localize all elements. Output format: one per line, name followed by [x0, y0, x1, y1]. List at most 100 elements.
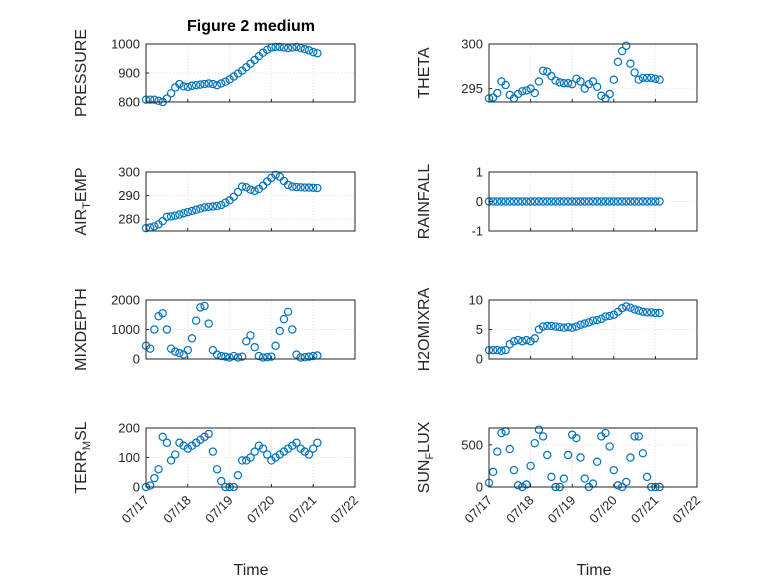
data-point [572, 197, 581, 206]
data-point [150, 325, 159, 334]
data-point [288, 182, 297, 191]
data-point [288, 441, 297, 450]
data-point [221, 198, 230, 207]
y-tick-label: 100 [118, 450, 140, 465]
data-point [196, 303, 205, 312]
data-point [304, 46, 314, 55]
data-point [150, 95, 159, 104]
data-point [166, 456, 176, 465]
data-point [534, 77, 544, 86]
data-point [559, 323, 569, 332]
data-point [242, 183, 251, 192]
data-point [204, 202, 213, 212]
data-point [505, 197, 514, 206]
data-point [258, 181, 268, 190]
data-point [254, 441, 264, 450]
data-point [191, 316, 201, 325]
data-point [538, 66, 548, 75]
data-point [200, 301, 209, 311]
data-point [509, 337, 519, 346]
data-point [162, 325, 172, 334]
y-tick-label: -1 [471, 224, 483, 239]
data-point [258, 353, 268, 362]
data-point [279, 447, 289, 456]
data-point [183, 444, 192, 453]
data-point [601, 428, 610, 438]
data-point [275, 450, 284, 459]
data-point [258, 444, 268, 453]
data-point [622, 41, 631, 50]
data-point [208, 202, 218, 211]
y-tick-label: 0 [133, 480, 140, 495]
data-point [145, 481, 155, 490]
data-point [530, 438, 539, 448]
data-point [175, 438, 184, 447]
data-point [488, 345, 498, 355]
data-point [543, 321, 552, 331]
data-point [638, 197, 648, 206]
data-point [497, 197, 506, 206]
data-point [551, 76, 560, 85]
data-point [150, 473, 159, 483]
y-tick-label: 300 [118, 165, 140, 180]
data-point [572, 322, 581, 331]
data-point [638, 449, 648, 458]
y-tick-label: 1000 [111, 37, 140, 52]
data-point [588, 77, 598, 86]
data-point [518, 87, 527, 96]
data-point [275, 172, 284, 181]
y-tick-label: 1000 [111, 322, 140, 337]
data-point [217, 79, 226, 88]
x-axis-label-right: Time [577, 562, 612, 579]
data-point [296, 353, 305, 362]
data-point [208, 79, 218, 89]
data-point [555, 78, 564, 87]
data-point [171, 211, 180, 220]
data-point [655, 308, 664, 318]
data-point [187, 206, 197, 216]
data-point [630, 432, 639, 441]
data-point [187, 334, 197, 343]
data-point [200, 203, 209, 212]
data-point [563, 450, 573, 460]
y-axis-label: H2OMIXRA [416, 287, 433, 371]
x-tick-label: 07/22 [328, 493, 362, 527]
data-point [183, 207, 192, 217]
data-point [237, 352, 247, 361]
data-point [580, 319, 589, 328]
data-point [237, 456, 247, 465]
data-point [288, 325, 297, 334]
data-point [580, 197, 589, 206]
data-point [162, 438, 172, 447]
y-tick-label: 290 [118, 188, 140, 203]
data-point [300, 45, 310, 54]
data-point [630, 305, 639, 314]
data-point [179, 350, 188, 359]
y-tick-label: 10 [469, 293, 483, 308]
data-point [154, 312, 163, 321]
y-axis-label: AIRTEMP [73, 167, 93, 235]
data-point [196, 435, 205, 444]
data-point [313, 438, 322, 447]
data-point [518, 197, 527, 206]
data-point [605, 89, 614, 99]
data-point [258, 48, 268, 57]
y-tick-label: 280 [118, 212, 140, 227]
data-point [647, 308, 656, 317]
data-point [171, 450, 180, 459]
data-point [551, 322, 560, 331]
subplot-theta: 295 300 THETA [416, 37, 698, 103]
data-point [171, 347, 180, 356]
data-point [592, 457, 602, 466]
data-point [237, 182, 247, 191]
data-point [534, 425, 544, 434]
data-point [588, 197, 598, 206]
y-tick-label: 300 [461, 37, 483, 52]
data-point [513, 197, 523, 206]
data-point [505, 444, 514, 454]
data-point [642, 73, 652, 83]
data-point [613, 57, 623, 67]
data-point [313, 183, 322, 193]
x-tick-label: 07/18 [503, 493, 537, 527]
y-tick-label: 2000 [111, 293, 140, 308]
